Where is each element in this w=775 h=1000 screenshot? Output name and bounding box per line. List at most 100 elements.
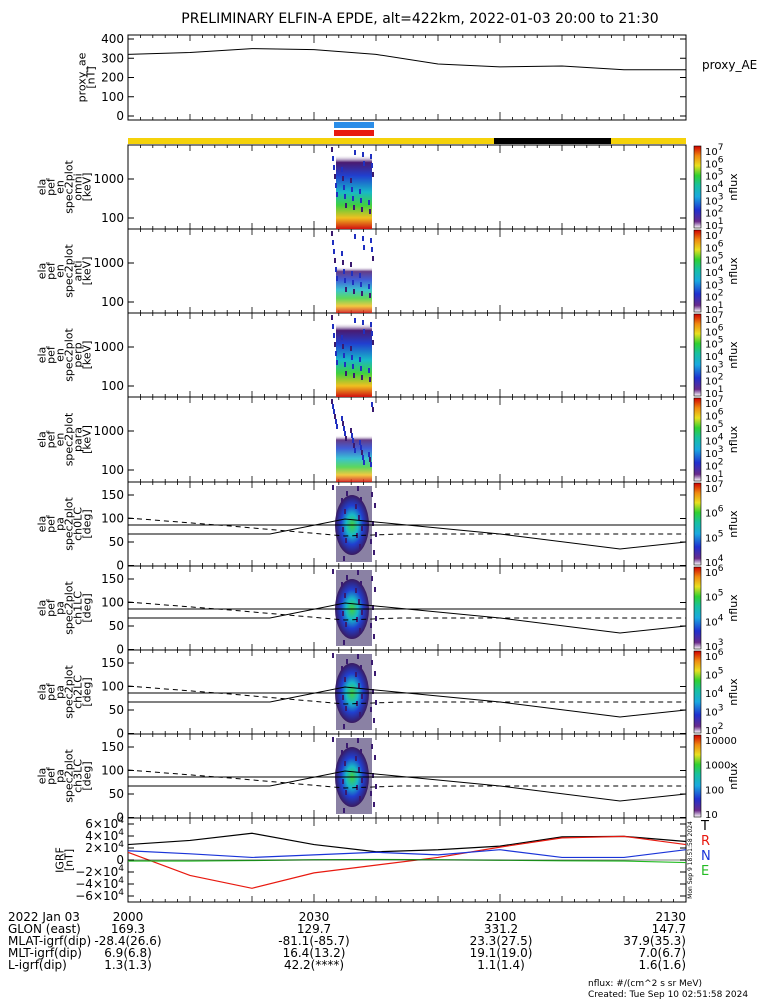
spectrogram-speck (351, 271, 353, 276)
spectrogram-speck (359, 357, 361, 362)
y-tick-label: 100 (101, 596, 124, 610)
colorbar-tick-label: 103 (705, 638, 723, 653)
pa-speck (345, 538, 347, 543)
colorbar-tick-label: 104 (705, 613, 724, 628)
colorbar-tick-label: 106 (705, 323, 724, 338)
pa-speck (372, 689, 374, 694)
pa-spectrogram-7 (127, 653, 687, 730)
colorbar-tick-label: 107 (705, 480, 723, 495)
spectrogram-speck (362, 236, 364, 241)
igrf-side-note: Mon Sep 9 18:51:58 2024 (687, 821, 694, 899)
ylabel-line: pef (45, 766, 58, 785)
spectrogram-speck (345, 371, 347, 376)
ylabel-line: [deg] (81, 761, 94, 790)
y-tick-label: 1000 (93, 256, 124, 270)
ylabel-line: en (54, 264, 67, 278)
ylabel-line: omni (72, 173, 85, 200)
y-tick-label: 0 (116, 811, 124, 825)
ylabel-line: en (54, 180, 67, 194)
footer-value: -28.4(26.6) (94, 934, 161, 948)
spectrogram-speck (372, 407, 374, 412)
spectrogram-4 (331, 399, 374, 482)
panel-7: elapefpaspec2plotch2LC[deg] nflux (36, 649, 740, 735)
panel-frame (127, 396, 687, 483)
pa-speck (375, 700, 377, 705)
spectrogram-speck (350, 346, 352, 351)
anti-loss-cone-line (127, 601, 686, 621)
pa-speck (345, 622, 347, 627)
igrf-legend-R: R (701, 834, 710, 849)
footer-value: 147.7 (652, 922, 686, 936)
y-tick-label: 100 (101, 764, 124, 778)
pa-speck (355, 588, 357, 593)
panel-ylabel: proxy_ae[nT] (76, 52, 98, 102)
pa-speck (360, 749, 362, 754)
spectrogram-speck (363, 161, 365, 166)
ylabel-line: pef (45, 514, 58, 533)
colorbar-tick-label: 105 (705, 667, 723, 682)
colorbar-tick-label: 1000 (705, 761, 730, 772)
spectrogram-speck (350, 428, 352, 433)
pa-speck (355, 756, 357, 761)
pa-speck (341, 498, 343, 503)
ylabel-line: spec2plot (63, 665, 76, 719)
spectrogram-speck (352, 364, 354, 369)
panel-frame (127, 481, 687, 567)
spectrogram-speck (343, 185, 345, 190)
panel-1: elapefenspec2plotomni[keV] nflux (36, 144, 740, 230)
spectrogram-speck (344, 194, 346, 199)
spectrogram-speck (333, 409, 335, 414)
y-tick-label: 150 (101, 488, 124, 502)
pa-speck (370, 707, 372, 712)
colorbar-tick-label: 105 (705, 589, 723, 604)
spectrogram-speck (372, 172, 374, 177)
pa-speck (374, 671, 376, 676)
pa-speck (375, 532, 377, 537)
ylabel-line: perp (72, 342, 85, 367)
y-tick-label: 50 (109, 619, 124, 633)
spectrogram-speck (336, 360, 338, 365)
y-tick-label: 0 (116, 643, 124, 657)
footer-value: -81.1(-85.7) (278, 934, 349, 948)
colorbar-tick-label: 102 (705, 722, 723, 737)
panel-3: elapefenspec2plotperp[keV] nflux (36, 312, 740, 398)
spectrogram-speck (350, 178, 352, 183)
colorbar-tick-label: 101 (705, 301, 723, 316)
spectrogram-speck (350, 262, 352, 267)
colorbar-tick-label: 105 (705, 529, 723, 544)
ylabel-line: proxy_ae (76, 52, 89, 102)
spectrogram-speck (342, 260, 344, 265)
ylabel-line: ela (36, 431, 49, 448)
ylabel-line: spec2plot (63, 581, 76, 635)
pa-speck (332, 653, 334, 658)
spectrogram-speck (368, 452, 370, 457)
y-tick-label: 100 (101, 90, 124, 104)
spectrogram-speck (352, 438, 354, 443)
y-tick-label: 2×104 (85, 840, 124, 855)
panel-5: elapefpaspec2plotch0LC[deg] nflux (36, 481, 740, 567)
colorbar-tick-label: 104 (705, 433, 724, 448)
spectrogram-speck (371, 331, 373, 336)
footer-value: 129.7 (297, 922, 331, 936)
footer-value: 42.2(****) (284, 958, 344, 972)
y-tick-label: 100 (101, 211, 124, 225)
pa-speck (343, 808, 345, 813)
pa-spectrogram-5 (127, 485, 687, 562)
spectrogram-speck (333, 333, 335, 338)
footer-value: 1.1(1.4) (477, 958, 525, 972)
spectrogram-band (336, 155, 372, 229)
ylabel-line: anti (72, 260, 85, 281)
colorbar-tick-label: 106 (705, 155, 724, 170)
footer-value: 19.1(19.0) (470, 946, 533, 960)
spectrogram-speck (344, 362, 346, 367)
pa-speck (374, 587, 376, 592)
spectrogram-speck (368, 284, 370, 289)
y-tick-label: 100 (101, 463, 124, 477)
spectrogram-speck (360, 445, 362, 450)
colorbar-tick-label: 101 (705, 217, 723, 232)
colorbar-label: nflux (727, 341, 740, 369)
spectrogram-speck (335, 183, 337, 188)
spectrogram-speck (354, 234, 356, 239)
ylabel-line: pef (45, 177, 58, 196)
footer-value: 2000 (113, 910, 144, 924)
